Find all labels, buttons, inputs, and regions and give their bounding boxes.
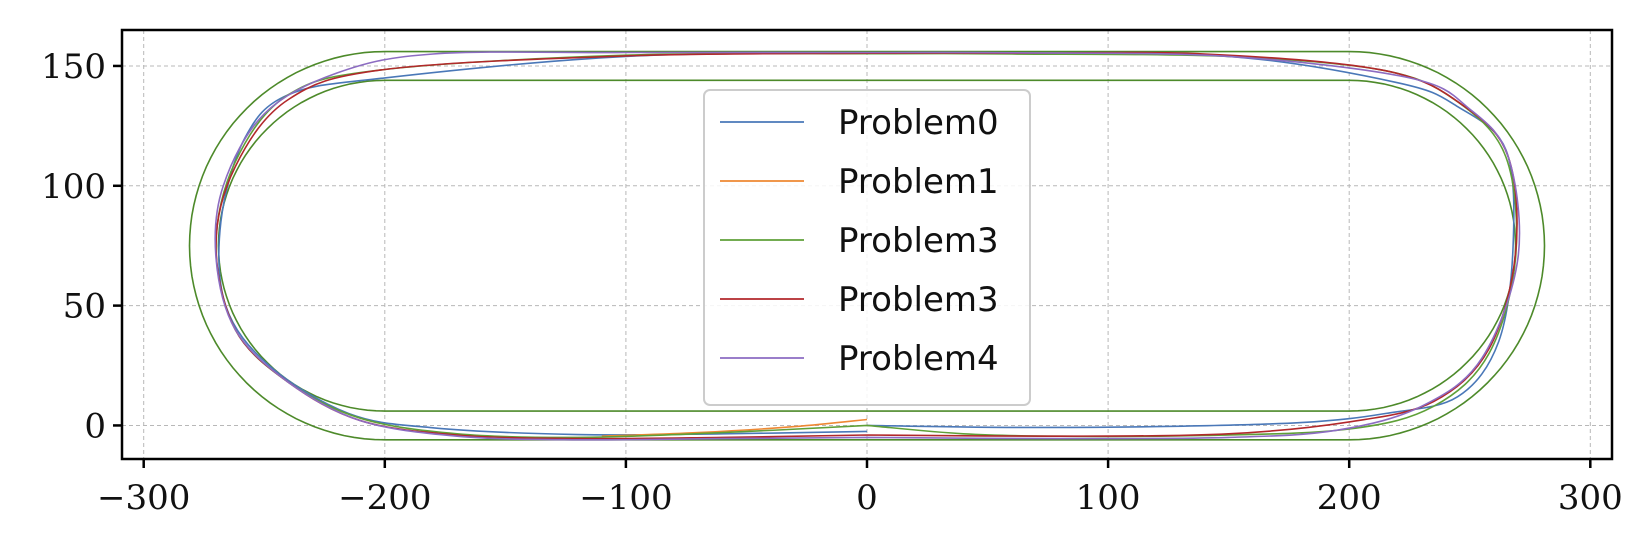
x-tick-label: 100 [1076,478,1141,518]
outer-boundary [188,50,1546,441]
series-lines [214,51,1521,441]
x-tick-label: 300 [1558,478,1623,518]
x-tick-label: −100 [579,478,672,518]
y-tick-label: 150 [41,47,106,87]
x-tick-label: −200 [338,478,431,518]
legend-box [703,89,1031,406]
x-axis: −300 −200 −100 0 100 200 300 [97,459,1623,518]
y-tick-label: 100 [41,167,106,207]
x-tick-label: −300 [97,478,190,518]
y-axis: 0 50 100 150 [41,47,122,446]
y-tick-label: 0 [84,406,106,446]
x-tick-label: 200 [1317,478,1382,518]
legend-label: Problem3 [838,280,999,320]
legend-label: Problem4 [838,339,999,379]
track-boundaries [188,50,1546,441]
legend-label: Problem0 [838,103,999,143]
x-tick-label: 0 [856,478,878,518]
legend-label: Problem1 [838,162,999,202]
inner-boundary [217,79,1517,412]
series-line-problem4 [214,51,1521,441]
legend-label: Problem3 [838,221,999,261]
series-line-problem1 [601,418,868,437]
y-tick-label: 50 [63,287,106,327]
legend: Problem0 Problem1 Problem3 Problem3 Problem4 [703,89,1031,406]
